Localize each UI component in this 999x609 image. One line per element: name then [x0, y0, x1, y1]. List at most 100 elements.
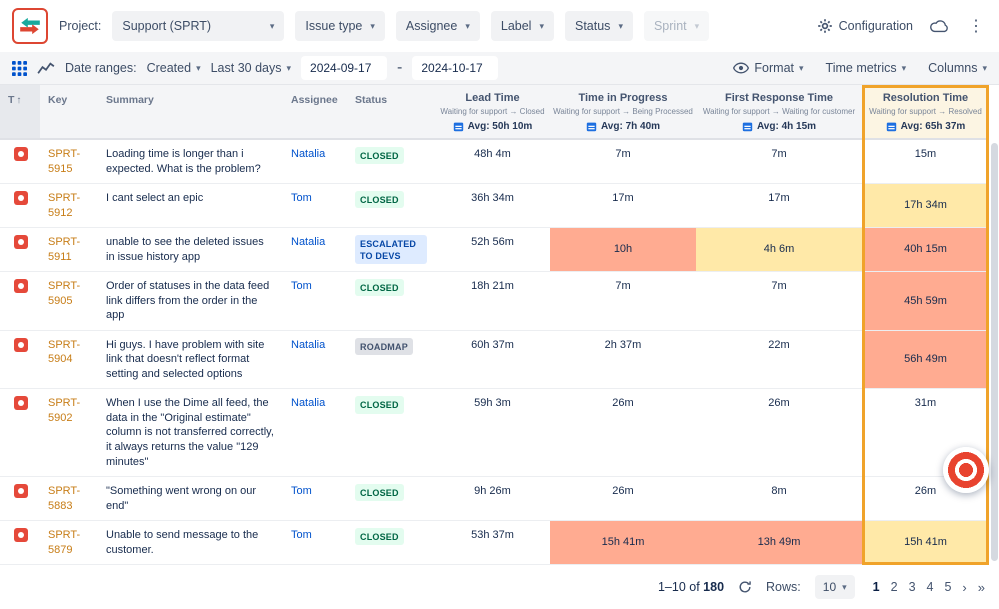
last-page-icon[interactable]: » [977, 579, 985, 595]
calendar-icon [586, 122, 597, 132]
column-header-type[interactable]: T ↑ [0, 85, 40, 140]
calendar-icon [886, 122, 896, 132]
table-row[interactable]: SPRT-5879 Unable to send message to the … [0, 520, 989, 566]
time-metrics-button[interactable]: Time metrics ▾ [826, 61, 907, 75]
date-field-select[interactable]: Created ▾ [147, 61, 201, 75]
time-metrics-label: Time metrics [825, 61, 897, 75]
chevron-down-icon: ▾ [196, 62, 201, 73]
chart-view-icon[interactable] [37, 61, 55, 75]
project-select[interactable]: Support (SPRT) ▾ [112, 11, 285, 41]
column-header-key[interactable]: Key [40, 85, 98, 140]
assignee-link[interactable]: Tom [291, 529, 312, 542]
issue-type-cell [0, 388, 40, 478]
format-button[interactable]: Format ▾ [733, 61, 804, 75]
date-range-separator: - [397, 59, 403, 76]
column-header-first-response-time[interactable]: First Response Time Waiting for support … [696, 85, 862, 140]
grid-view-icon[interactable] [12, 60, 27, 76]
issue-key-link[interactable]: SPRT-5904 [48, 338, 81, 366]
lead-time-cell: 36h 34m [435, 183, 550, 229]
issue-type-cell [0, 139, 40, 185]
status-badge: CLOSED [355, 147, 404, 165]
first-response-cell: 22m [696, 330, 862, 390]
page-button-4[interactable]: 4 [926, 580, 934, 595]
resolution-cell: 15h 41m [862, 520, 989, 566]
assignee-cell: Natalia [283, 330, 347, 390]
metric-name: Time in Progress [578, 92, 668, 104]
chevron-down-icon: ▾ [370, 20, 375, 31]
issue-key-link[interactable]: SPRT-5911 [48, 236, 81, 263]
page-button-2[interactable]: 2 [890, 580, 898, 595]
issue-key-link[interactable]: SPRT-5902 [48, 397, 81, 424]
resolution-cell: 56h 49m [862, 330, 989, 390]
issue-key-link[interactable]: SPRT-5883 [48, 485, 81, 512]
lead-time-cell: 60h 37m [435, 330, 550, 390]
table-row[interactable]: SPRT-5915 Loading time is longer than i … [0, 139, 989, 185]
cloud-icon[interactable] [929, 19, 949, 33]
date-from-input[interactable] [301, 56, 388, 80]
column-header-summary[interactable]: Summary [98, 85, 283, 140]
period-select[interactable]: Last 30 days ▾ [211, 61, 291, 75]
assignee-link[interactable]: Tom [291, 485, 312, 498]
issue-key-link[interactable]: SPRT-5912 [48, 192, 81, 219]
issue-summary: Order of statuses in the data feed link … [98, 271, 283, 331]
refresh-icon[interactable] [738, 580, 752, 594]
app-logo-icon[interactable] [12, 8, 48, 44]
table-row[interactable]: SPRT-5902 When I use the Dime all feed, … [0, 388, 989, 478]
pagination-bar: 1–10 of 180 Rows: 10 ▾ 1 2 3 4 5 › » [0, 565, 999, 609]
issue-type-cell [0, 183, 40, 229]
more-options-icon[interactable]: ⋮ [968, 18, 984, 35]
resolution-cell: 40h 15m [862, 227, 989, 273]
period-value: Last 30 days [210, 61, 282, 75]
issue-key-link[interactable]: SPRT-5879 [48, 529, 81, 556]
issue-key-cell: SPRT-5904 [40, 330, 98, 390]
first-response-cell: 7m [696, 271, 862, 331]
issue-summary: Hi guys. I have problem with site link t… [98, 330, 283, 390]
table-row[interactable]: SPRT-5904 Hi guys. I have problem with s… [0, 330, 989, 390]
column-header-status[interactable]: Status [347, 85, 435, 140]
first-response-cell: 13h 49m [696, 520, 862, 566]
assignee-link[interactable]: Tom [291, 280, 312, 293]
bug-icon [14, 396, 28, 411]
status-cell: CLOSED [347, 183, 435, 229]
target-floating-button[interactable] [943, 447, 989, 493]
column-header-time-in-progress[interactable]: Time in Progress Waiting for support → B… [550, 85, 696, 140]
table-row[interactable]: SPRT-5883 "Something went wrong on our e… [0, 476, 989, 522]
date-to-input[interactable] [412, 56, 499, 80]
page-button-1[interactable]: 1 [872, 580, 880, 595]
page-button-3[interactable]: 3 [908, 580, 916, 595]
issue-key-link[interactable]: SPRT-5915 [48, 148, 81, 175]
next-page-icon[interactable]: › [962, 579, 967, 595]
rows-per-page-select[interactable]: 10 ▾ [814, 575, 855, 600]
configuration-button[interactable]: Configuration [817, 18, 913, 34]
table-row[interactable]: SPRT-5912 I cant select an epic Tom CLOS… [0, 183, 989, 229]
first-response-cell: 8m [696, 476, 862, 522]
issue-key-cell: SPRT-5911 [40, 227, 98, 273]
first-response-cell: 26m [696, 388, 862, 478]
bug-icon [14, 484, 28, 499]
assignee-link[interactable]: Natalia [291, 397, 326, 410]
label-select[interactable]: Label ▾ [490, 11, 554, 41]
assignee-link[interactable]: Tom [291, 192, 312, 205]
time-in-progress-cell: 26m [550, 388, 696, 478]
resolution-cell: 45h 59m [862, 271, 989, 331]
status-select[interactable]: Status ▾ [565, 11, 633, 41]
assignee-link[interactable]: Natalia [291, 236, 326, 249]
project-label: Project: [59, 19, 102, 33]
column-header-assignee[interactable]: Assignee [283, 85, 347, 140]
chevron-down-icon: ▾ [465, 20, 470, 31]
table-row[interactable]: SPRT-5905 Order of statuses in the data … [0, 271, 989, 331]
bug-icon [14, 279, 28, 294]
page-button-5[interactable]: 5 [944, 580, 952, 595]
column-header-lead-time[interactable]: Lead Time Waiting for support → Closed A… [435, 85, 550, 140]
issue-key-link[interactable]: SPRT-5905 [48, 280, 81, 307]
table-row[interactable]: SPRT-5911 unable to see the deleted issu… [0, 227, 989, 273]
assignee-link[interactable]: Natalia [291, 338, 326, 351]
issue-type-select[interactable]: Issue type ▾ [295, 11, 385, 41]
vertical-scrollbar[interactable] [991, 143, 998, 562]
assignee-link[interactable]: Natalia [291, 148, 326, 160]
assignee-select[interactable]: Assignee ▾ [395, 11, 480, 41]
bug-icon [14, 337, 28, 352]
columns-button[interactable]: Columns ▾ [928, 61, 987, 75]
column-header-resolution-time[interactable]: Resolution Time Waiting for support → Re… [862, 85, 989, 140]
rows-per-page-label: Rows: [766, 580, 801, 595]
